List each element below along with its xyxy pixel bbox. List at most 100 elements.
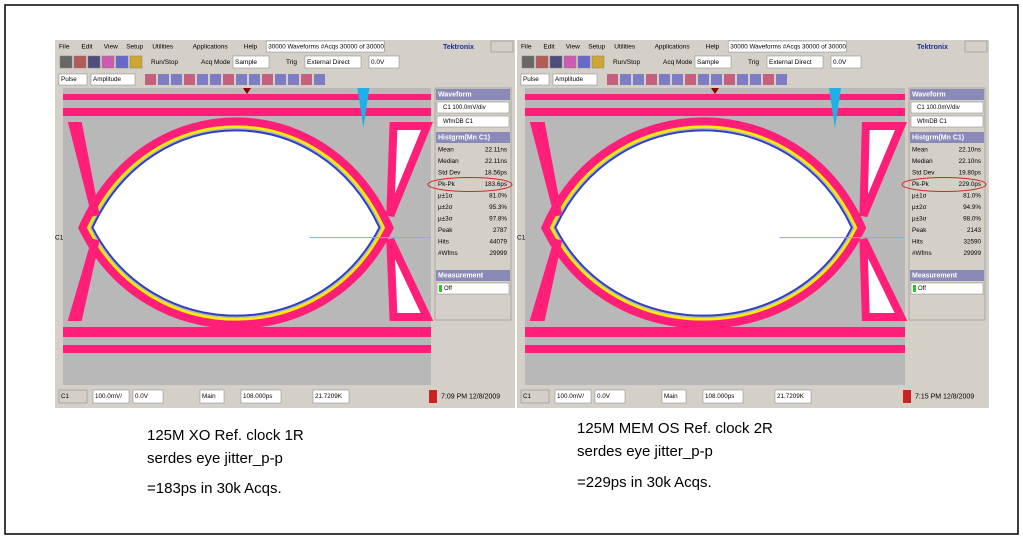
stat-value: 29999 xyxy=(489,250,507,257)
status-item: 21.7209K xyxy=(777,393,805,400)
toolbar-item: Trig xyxy=(748,59,759,66)
status-item: 0.0V xyxy=(597,393,611,400)
toolbar-item: Run/Stop xyxy=(151,59,178,66)
side-header-text: Waveform xyxy=(912,91,946,98)
menu-item: Edit xyxy=(81,44,92,51)
measurement-off: Off xyxy=(918,286,926,292)
toolbar-item: Run/Stop xyxy=(613,59,640,66)
tool-icon xyxy=(236,74,247,85)
tool-icon xyxy=(145,74,156,85)
toolbar-item: Trig xyxy=(286,59,297,66)
tool-icon xyxy=(223,74,234,85)
tool-icon xyxy=(522,56,534,68)
tool-icon xyxy=(275,74,286,85)
stat-label: μ±2σ xyxy=(912,204,927,211)
tool-icon xyxy=(737,74,748,85)
menu-item: Utilities xyxy=(152,44,174,51)
slide: FileEditViewSetupUtilitiesApplicationsHe… xyxy=(0,0,1023,539)
stat-value: 98.0% xyxy=(963,216,981,223)
tool-icon xyxy=(116,56,128,68)
measurement-off: Off xyxy=(444,286,452,292)
tool-icon xyxy=(578,56,590,68)
scope-screenshot: FileEditViewSetupUtilitiesApplicationsHe… xyxy=(55,40,515,408)
tool-icon xyxy=(592,56,604,68)
toolbar-item: Sample xyxy=(697,59,719,66)
tool-icon xyxy=(724,74,735,85)
stat-label: Mean xyxy=(912,147,928,154)
toolbar-item: 0.0V xyxy=(833,59,847,66)
tool-icon xyxy=(88,56,100,68)
menu-item: File xyxy=(521,44,532,51)
stat-label: μ±1σ xyxy=(912,193,927,200)
caption-line: serdes eye jitter_p-p xyxy=(577,443,713,460)
tool-icon xyxy=(74,56,86,68)
stat-label: Std Dev xyxy=(912,170,935,177)
tool-icon xyxy=(130,56,142,68)
menu-item: View xyxy=(566,44,580,51)
stat-value: 19.80ps xyxy=(959,170,981,177)
status-item: 0.0V xyxy=(135,393,149,400)
status-item: Main xyxy=(202,393,216,400)
stat-label: #Wfms xyxy=(438,250,458,257)
stat-value: 32590 xyxy=(963,239,981,246)
tool-icon xyxy=(564,56,576,68)
stat-value: 22.10ns xyxy=(959,158,981,165)
off-indicator xyxy=(913,285,916,292)
stat-value: 22.10ns xyxy=(959,147,981,154)
toolbar-item: Acq Mode xyxy=(201,59,231,66)
stat-label: Hits xyxy=(438,239,449,246)
top-band-core xyxy=(525,100,905,108)
status-item: C1 xyxy=(523,393,532,400)
tool-icon xyxy=(536,56,548,68)
stat-label: Std Dev xyxy=(438,170,461,177)
status-item: Main xyxy=(664,393,678,400)
status-item: 108.000ps xyxy=(243,393,272,400)
top-band-core xyxy=(63,100,431,108)
acq-info: 30000 Waveforms #Acqs 30000 of 30000 xyxy=(730,44,846,51)
acq-info: 30000 Waveforms #Acqs 30000 of 30000 xyxy=(268,44,384,51)
stat-value: 183.6ps xyxy=(485,181,507,188)
stat-label: μ±3σ xyxy=(438,216,453,223)
tool-icon xyxy=(550,56,562,68)
channel-marker: C1 xyxy=(517,234,526,241)
menu-item: Setup xyxy=(588,44,605,51)
stat-value: 94.9% xyxy=(963,204,981,211)
toolbar-item: Sample xyxy=(235,59,257,66)
toolbar2-item: Pulse xyxy=(523,76,539,83)
tool-icon xyxy=(171,74,182,85)
temp-icon xyxy=(903,390,911,403)
window-buttons xyxy=(491,41,513,52)
bottom-band-core xyxy=(63,337,431,345)
stat-label: Pk-Pk xyxy=(438,181,456,188)
side-header-text: Histgrm(Mn C1) xyxy=(438,134,490,141)
toolbar-item: 0.0V xyxy=(371,59,385,66)
window-buttons xyxy=(965,41,987,52)
tool-icon xyxy=(158,74,169,85)
toolbar-item: External Direct xyxy=(307,59,350,66)
tool-icon xyxy=(672,74,683,85)
tool-icon xyxy=(197,74,208,85)
menu-item: Utilities xyxy=(614,44,636,51)
caption-line: 125M MEM OS Ref. clock 2R xyxy=(577,420,773,437)
tool-icon xyxy=(249,74,260,85)
stat-label: Pk-Pk xyxy=(912,181,930,188)
tool-icon xyxy=(776,74,787,85)
channel-marker: C1 xyxy=(55,234,64,241)
stat-value: 97.8% xyxy=(489,216,507,223)
menu-item: Applications xyxy=(193,44,229,51)
stat-label: μ±3σ xyxy=(912,216,927,223)
channel-scale: C1 100.0mV/div xyxy=(917,105,960,111)
tool-icon xyxy=(301,74,312,85)
temp-icon xyxy=(429,390,437,403)
stat-label: Hits xyxy=(912,239,923,246)
stat-label: Median xyxy=(912,158,933,165)
status-item: 108.000ps xyxy=(705,393,734,400)
caption-line: =183ps in 30k Acqs. xyxy=(147,480,282,497)
tool-icon xyxy=(646,74,657,85)
stat-label: Median xyxy=(438,158,459,165)
side-header-text: Histgrm(Mn C1) xyxy=(912,134,964,141)
status-item: 21.7209K xyxy=(315,393,343,400)
off-indicator xyxy=(439,285,442,292)
tool-icon xyxy=(698,74,709,85)
